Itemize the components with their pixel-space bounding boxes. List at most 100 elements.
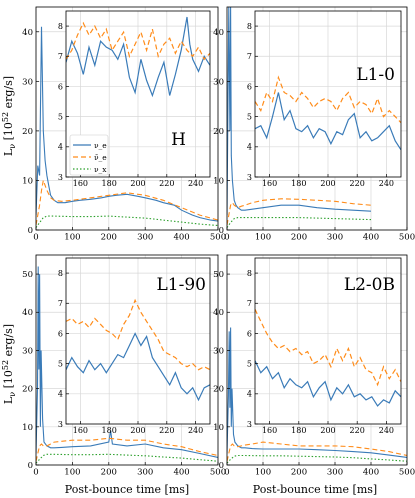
panel-3-ytick-label: 20 xyxy=(22,385,33,395)
panel-2-xtick-label: 300 xyxy=(327,233,343,243)
legend-label-nu-x: ν_x xyxy=(94,165,107,174)
panel-1-xtick-label: 400 xyxy=(173,233,189,243)
panel-2-ytick-label: 30 xyxy=(213,77,224,87)
inset-2-ytick-label: 3 xyxy=(247,173,252,182)
panel-2-series-anti-nu-e xyxy=(227,198,372,226)
panel-4-xtick-label: 100 xyxy=(255,468,271,478)
panel-1-xtick-label: 100 xyxy=(64,233,80,243)
inset-2-frame xyxy=(254,10,402,178)
inset-3-xtick-label: 220 xyxy=(159,426,174,435)
panel-1-xtick-label: 500 xyxy=(210,233,226,243)
inset-4-xtick-label: 180 xyxy=(291,426,306,435)
inset-1-series-anti-nu-e xyxy=(66,21,210,61)
panel-2-xtick-label: 400 xyxy=(363,233,379,243)
panel-4-ytick-label: 40 xyxy=(213,308,224,318)
panel-3-ytick-label: 40 xyxy=(22,308,33,318)
panel-1-xtick-label: 200 xyxy=(101,233,117,243)
inset-2-ytick-label: 8 xyxy=(247,22,252,31)
inset-3-ytick-label: 6 xyxy=(58,329,63,338)
inset-2-xtick-label: 220 xyxy=(350,179,365,188)
legend-label-anti-nu-e: ν̄_e xyxy=(94,153,107,162)
inset-1-xtick-label: 240 xyxy=(188,179,203,188)
panel-3-series-anti-nu-e xyxy=(36,437,218,462)
panel-4-xtick-label: 200 xyxy=(291,468,307,478)
panel-2-xtick-label: 0 xyxy=(224,233,229,243)
inset-4-ytick-label: 5 xyxy=(247,359,252,368)
inset-4-frame xyxy=(254,257,402,425)
legend-label-nu-e: ν_e xyxy=(94,141,107,150)
panel-1-ytick-label: 0 xyxy=(28,226,33,236)
panel-1-frame xyxy=(35,6,219,231)
inset-2-xtick-label: 240 xyxy=(379,179,394,188)
panel-1-ytick-label: 30 xyxy=(22,77,33,87)
inset-4-ytick-label: 4 xyxy=(247,390,252,399)
panel-4-ytick-label: 10 xyxy=(213,423,224,433)
inset-1-ytick-label: 7 xyxy=(58,52,63,61)
inset-4-xtick-label: 200 xyxy=(320,426,335,435)
panel-2-xtick-label: 100 xyxy=(255,233,271,243)
panel-3-xtick-label: 500 xyxy=(210,468,226,478)
inset-1-panel-label: H xyxy=(171,130,186,150)
panel-2-frame xyxy=(226,6,408,231)
inset-2-series-nu-e xyxy=(255,92,401,151)
inset-1-ytick-label: 3 xyxy=(58,173,63,182)
inset-4-ytick-label: 7 xyxy=(247,299,252,308)
panel-1-series-nu-x xyxy=(36,215,218,228)
inset-2-xtick-label: 200 xyxy=(320,179,335,188)
panel-3-ytick-label: 50 xyxy=(22,270,33,280)
inset-1-ytick-label: 8 xyxy=(58,22,63,31)
inset-4-ytick-label: 3 xyxy=(247,420,252,429)
panel-2-ytick-label: 40 xyxy=(213,28,224,38)
panel-3-series-nu-e xyxy=(36,266,218,458)
inset-4-panel-label: L2-0B xyxy=(344,275,395,295)
inset-2-xtick-label: 180 xyxy=(291,179,306,188)
panel-3-ytick-label: 10 xyxy=(22,423,33,433)
panel-1-ytick-label: 40 xyxy=(22,28,33,38)
panel-4-series-anti-nu-e xyxy=(227,441,407,462)
panel-2-xtick-label: 200 xyxy=(291,233,307,243)
xlabel-left: Post-bounce time [ms] xyxy=(65,483,189,496)
legend: ν_e ν̄_e ν_x xyxy=(69,134,109,176)
inset-3-ytick-label: 7 xyxy=(58,299,63,308)
inset-4-xtick-label: 220 xyxy=(350,426,365,435)
inset-3-ytick-label: 5 xyxy=(58,359,63,368)
inset-1-ytick-label: 5 xyxy=(58,112,63,121)
inset-3-xtick-label: 180 xyxy=(102,426,117,435)
panel-1-series-nu-e xyxy=(36,26,218,222)
panel-3-xtick-label: 100 xyxy=(64,468,80,478)
panel-4-series-nu-x xyxy=(227,454,407,464)
panel-4-xtick-label: 500 xyxy=(399,468,415,478)
panel-1-ytick-label: 20 xyxy=(22,127,33,137)
inset-2-ytick-label: 4 xyxy=(247,143,252,152)
inset-2-grid xyxy=(255,11,401,178)
panel-1-xtick-label: 300 xyxy=(137,233,153,243)
panel-2-ytick-label: 10 xyxy=(213,176,224,186)
panel-2-series-nu-x xyxy=(227,217,372,228)
panel-3-series-nu-x xyxy=(36,453,218,464)
inset-3-series-anti-nu-e xyxy=(66,298,210,371)
inset-2-xtick-label: 160 xyxy=(262,179,277,188)
panel-4-ytick-label: 0 xyxy=(219,461,224,471)
panel-3-xtick-label: 400 xyxy=(173,468,189,478)
inset-4-xtick-label: 240 xyxy=(379,426,394,435)
inset-1-xtick-label: 160 xyxy=(73,179,88,188)
panel-1-ytick-label: 10 xyxy=(22,176,33,186)
inset-1-ytick-label: 6 xyxy=(58,82,63,91)
inset-3-ytick-label: 4 xyxy=(58,390,63,399)
inset-4-xtick-label: 160 xyxy=(262,426,277,435)
panel-4-xtick-label: 0 xyxy=(224,468,229,478)
inset-2-ytick-label: 6 xyxy=(247,82,252,91)
inset-3-series-nu-e xyxy=(66,332,210,402)
panel-3-xtick-label: 300 xyxy=(137,468,153,478)
inset-1-xtick-label: 220 xyxy=(159,179,174,188)
panel-1-xtick-label: 0 xyxy=(33,233,38,243)
inset-3-xtick-label: 160 xyxy=(73,426,88,435)
panel-3-xtick-label: 0 xyxy=(33,468,38,478)
inset-2-series-anti-nu-e xyxy=(255,75,401,124)
inset-2-ytick-label: 5 xyxy=(247,112,252,121)
inset-1-ytick-label: 4 xyxy=(58,143,63,152)
inset-3-frame xyxy=(65,257,211,425)
panel-2-ytick-label: 20 xyxy=(213,127,224,137)
inset-1-frame xyxy=(65,10,211,178)
